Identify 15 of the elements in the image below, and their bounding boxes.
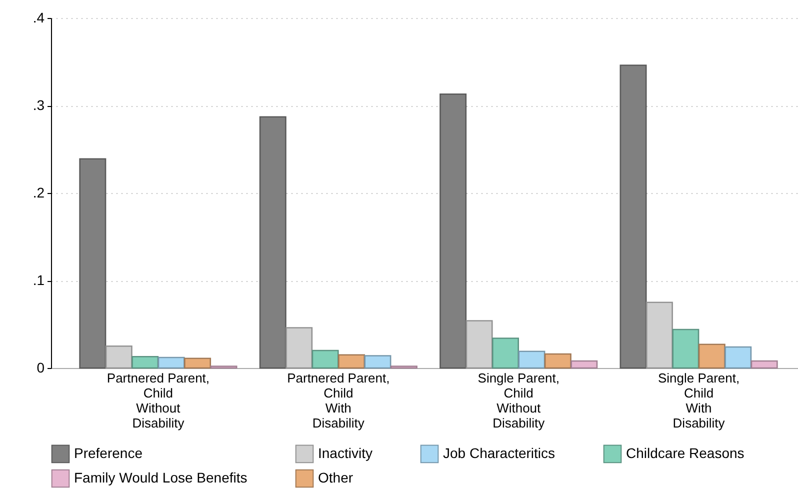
legend-label: Family Would Lose Benefits xyxy=(74,470,248,486)
legend-label: Childcare Reasons xyxy=(626,444,744,461)
legend-label: Inactivity xyxy=(318,444,372,461)
y-tick-label: .4 xyxy=(32,10,45,26)
x-tick-label: Partnered Parent, Child Without Disability xyxy=(106,370,210,430)
y-tick-label: 0 xyxy=(36,360,45,376)
legend-label: Other xyxy=(318,470,354,486)
x-tick-label: Partnered Parent, Child With Disability xyxy=(287,370,390,430)
x-tick-label: Single Parent, Child With Disability xyxy=(658,370,740,430)
y-tick-label: .1 xyxy=(32,272,45,288)
y-tick-label: .2 xyxy=(32,184,45,200)
y-tick-label: .3 xyxy=(32,97,45,113)
x-tick-label: Single Parent, Child Without Disability xyxy=(478,370,560,430)
legend-label: Preference xyxy=(74,444,143,461)
legend-label: Job Characteritics xyxy=(443,444,556,461)
